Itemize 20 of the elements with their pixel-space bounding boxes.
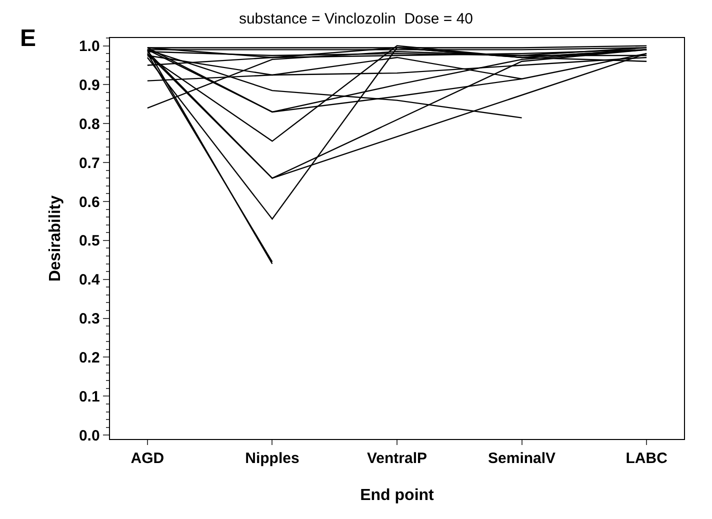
x-tick-label: SeminalV — [488, 450, 556, 468]
x-tick-label: VentralP — [366, 450, 428, 468]
y-tick-label: 0.3 — [78, 310, 100, 328]
y-tick-label: 1.0 — [78, 38, 100, 56]
x-tick-label: AGD — [130, 450, 164, 468]
y-tick-label: 0.4 — [78, 272, 100, 289]
y-tick-label: 0.6 — [78, 194, 100, 211]
y-tick-label: 0.0 — [78, 427, 100, 444]
y-tick-label: 0.1 — [78, 388, 100, 406]
y-tick-label: 0.9 — [78, 76, 100, 94]
x-axis-title: End point — [360, 486, 435, 504]
y-tick-label: 0.5 — [78, 232, 100, 250]
y-axis-title: Desirability — [46, 195, 64, 282]
x-tick-label: LABC — [626, 450, 668, 468]
chart-title: substance = Vinclozolin Dose = 40 — [238, 10, 474, 28]
y-tick-label: 0.7 — [78, 154, 100, 172]
x-tick-label: Nipples — [245, 450, 300, 468]
text: E — [20, 25, 36, 52]
y-tick-label: 0.2 — [78, 349, 100, 366]
y-tick-label: 0.8 — [78, 116, 100, 133]
